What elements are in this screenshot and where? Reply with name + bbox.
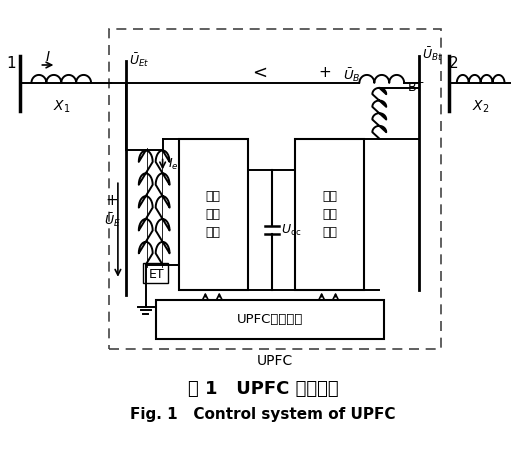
Text: ET: ET: [148, 268, 164, 281]
Text: +: +: [105, 193, 118, 207]
Text: $\bar{U}_B$: $\bar{U}_B$: [343, 66, 360, 84]
Text: 并联
侧转
换器: 并联 侧转 换器: [206, 189, 221, 239]
Text: +: +: [318, 65, 331, 81]
Text: $\bar{U}_{Et}$: $\bar{U}_{Et}$: [129, 51, 149, 69]
Text: BT: BT: [408, 82, 424, 94]
Text: $X_1$: $X_1$: [53, 99, 70, 115]
Bar: [143, 263, 168, 283]
Text: $\bar{U}_{Bt}$: $\bar{U}_{Bt}$: [422, 45, 443, 63]
Text: UPFC控制系统: UPFC控制系统: [237, 313, 303, 326]
Bar: [155, 299, 384, 339]
Text: $U_{\rm dc}$: $U_{\rm dc}$: [281, 222, 302, 237]
Text: 2: 2: [449, 56, 459, 71]
Text: 串联
侧转
换器: 串联 侧转 换器: [322, 189, 337, 239]
Text: $I_e$: $I_e$: [168, 157, 178, 172]
Bar: [295, 139, 364, 289]
Text: I: I: [45, 50, 50, 64]
Text: 图 1   UPFC 控制系统: 图 1 UPFC 控制系统: [188, 380, 338, 398]
Text: <: <: [252, 64, 268, 82]
Bar: [109, 29, 441, 349]
Text: $X_2$: $X_2$: [472, 99, 489, 115]
Bar: [179, 139, 248, 289]
Text: $\bar{U}_E$: $\bar{U}_E$: [103, 211, 120, 229]
Text: Fig. 1   Control system of UPFC: Fig. 1 Control system of UPFC: [130, 407, 396, 422]
Text: UPFC: UPFC: [257, 354, 293, 368]
Text: 1: 1: [7, 56, 16, 71]
